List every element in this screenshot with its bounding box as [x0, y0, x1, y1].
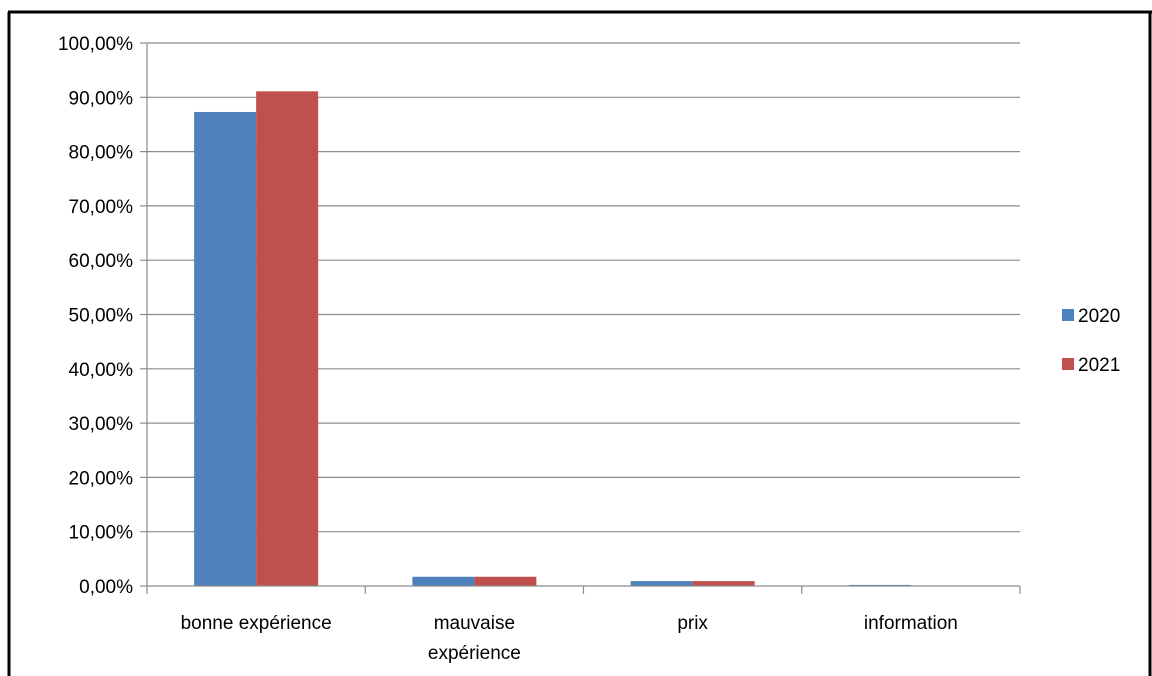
y-tick-label: 90,00% — [69, 88, 134, 109]
x-tick-label: information — [864, 613, 958, 634]
x-tick-label: prix — [677, 613, 708, 634]
bar-2021-1 — [474, 576, 537, 586]
y-tick-label: 60,00% — [69, 251, 134, 272]
y-tick-labels: 0,00% 10,00% 20,00% 30,00% 40,00% 50,00% 60,00… — [58, 34, 133, 598]
legend: 2020 2021 — [1062, 306, 1120, 376]
legend-label-2021: 2021 — [1078, 355, 1120, 376]
bar-2020-1 — [412, 576, 475, 586]
bars — [194, 91, 973, 587]
y-tick-label: 10,00% — [69, 523, 134, 544]
axes — [140, 42, 1021, 594]
legend-swatch-2021 — [1062, 358, 1074, 370]
y-tick-label: 80,00% — [69, 143, 134, 164]
bar-2020-2 — [630, 581, 693, 586]
y-tick-label: 20,00% — [69, 468, 134, 489]
x-tick-label: mauvaise — [434, 613, 515, 634]
y-tick-label: 0,00% — [79, 577, 133, 598]
bar-2021-2 — [692, 581, 755, 586]
bar-2021-0 — [256, 91, 319, 587]
legend-swatch-2020 — [1062, 309, 1074, 321]
y-tick-label: 30,00% — [69, 414, 134, 435]
y-tick-label: 40,00% — [69, 360, 134, 381]
x-tick-label: expérience — [428, 643, 521, 664]
y-tick-label: 70,00% — [69, 197, 134, 218]
y-tick-label: 50,00% — [69, 306, 134, 327]
x-tick-label: bonne expérience — [181, 613, 332, 634]
x-tick-labels: bonne expérience mauvaise expérience prix in… — [181, 613, 958, 664]
legend-label-2020: 2020 — [1078, 306, 1120, 327]
y-tick-label: 100,00% — [58, 34, 133, 55]
bar-2020-0 — [194, 111, 257, 586]
